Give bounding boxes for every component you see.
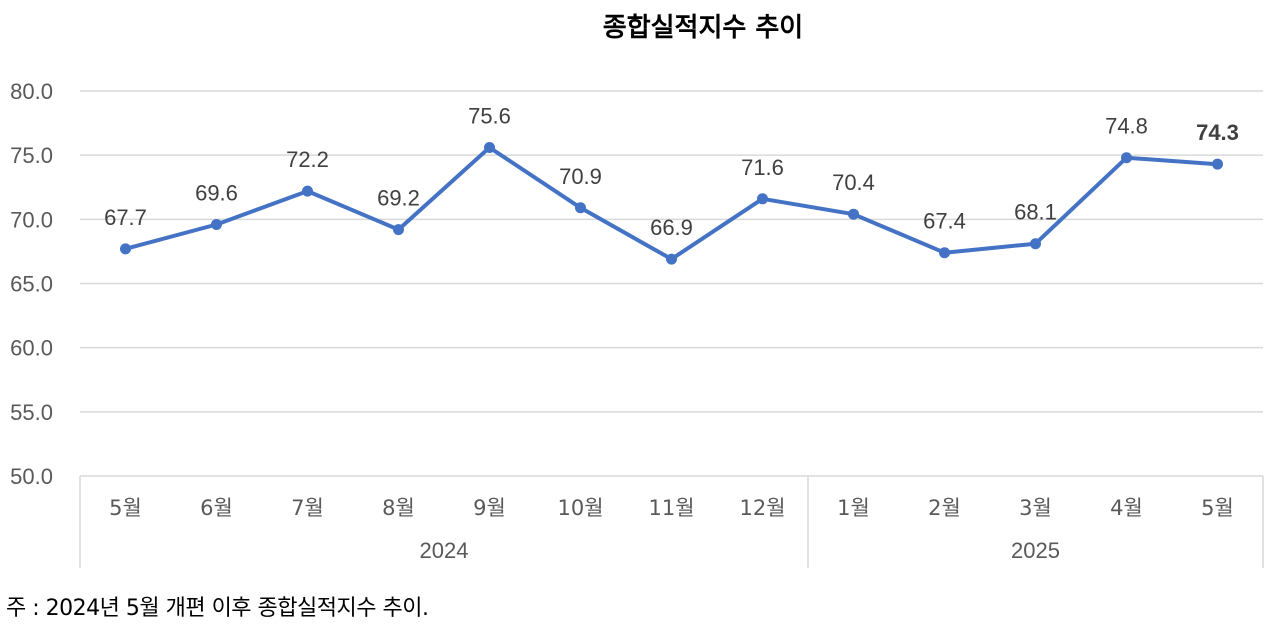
x-tick-label: 2월 bbox=[928, 496, 961, 520]
footnote: 주 : 2024년 5월 개편 이후 종합실적지수 추이. bbox=[6, 596, 429, 621]
data-point bbox=[848, 208, 859, 220]
data-label: 67.4 bbox=[923, 209, 966, 234]
x-tick-label: 7월 bbox=[291, 496, 324, 520]
data-point bbox=[484, 141, 495, 153]
data-label: 69.2 bbox=[377, 186, 420, 211]
chart-title: 종합실적지수 추이 bbox=[603, 13, 803, 43]
data-label: 69.6 bbox=[195, 180, 238, 205]
y-tick-label: 75.0 bbox=[10, 143, 53, 168]
x-tick-label: 1월 bbox=[837, 496, 870, 520]
data-label: 72.2 bbox=[286, 147, 329, 172]
data-label: 66.9 bbox=[650, 215, 693, 240]
data-point bbox=[757, 193, 768, 205]
data-label: 71.6 bbox=[741, 155, 784, 180]
data-label: 68.1 bbox=[1014, 200, 1057, 225]
data-label: 70.4 bbox=[832, 170, 875, 195]
data-point bbox=[575, 202, 586, 214]
data-label: 70.9 bbox=[559, 164, 602, 189]
data-point bbox=[939, 247, 950, 259]
data-point bbox=[302, 185, 313, 197]
data-point bbox=[393, 224, 404, 236]
data-label: 67.7 bbox=[104, 205, 147, 230]
x-tick-label: 3월 bbox=[1019, 496, 1052, 520]
data-labels: 67.7 69.6 72.2 69.2 75.6 70.9 66.9 71.6 70.4 67.4… bbox=[104, 103, 1239, 240]
y-tick-label: 80.0 bbox=[10, 79, 53, 104]
x-tick-label: 4월 bbox=[1110, 496, 1143, 520]
data-point bbox=[211, 218, 222, 230]
x-axis: 5월 6월 7월 8월 9월 10월 11월 12월 1월 2월 3월 4월 5월 2024 2025 bbox=[79, 476, 1264, 568]
year-group-label: 2024 bbox=[420, 538, 469, 563]
gridlines bbox=[80, 90, 1263, 477]
data-label: 74.8 bbox=[1105, 114, 1148, 139]
x-tick-label: 12월 bbox=[739, 496, 785, 520]
x-tick-label: 9월 bbox=[473, 496, 506, 520]
data-point bbox=[1030, 238, 1041, 250]
x-tick-label: 5월 bbox=[1201, 496, 1234, 520]
y-tick-label: 55.0 bbox=[10, 400, 53, 425]
year-group-label: 2025 bbox=[1011, 538, 1060, 563]
x-tick-label: 5월 bbox=[109, 496, 142, 520]
x-tick-label: 8월 bbox=[382, 496, 415, 520]
data-point bbox=[666, 253, 677, 265]
data-label: 74.3 bbox=[1196, 120, 1239, 145]
data-point bbox=[120, 243, 131, 255]
line-chart: 종합실적지수 추이 50.0 55.0 60.0 65.0 70.0 75.0 80.0 5… bbox=[10, 13, 1264, 568]
data-label: 75.6 bbox=[468, 103, 511, 128]
x-tick-label: 10월 bbox=[557, 496, 603, 520]
x-tick-label: 11월 bbox=[648, 496, 694, 520]
y-axis: 50.0 55.0 60.0 65.0 70.0 75.0 80.0 bbox=[10, 79, 53, 489]
data-point bbox=[1121, 152, 1132, 164]
x-tick-label: 6월 bbox=[200, 496, 233, 520]
y-tick-label: 50.0 bbox=[10, 464, 53, 489]
y-tick-label: 70.0 bbox=[10, 207, 53, 232]
series-line bbox=[120, 141, 1223, 265]
y-tick-label: 65.0 bbox=[10, 272, 53, 297]
data-point bbox=[1212, 158, 1223, 170]
y-tick-label: 60.0 bbox=[10, 336, 53, 361]
